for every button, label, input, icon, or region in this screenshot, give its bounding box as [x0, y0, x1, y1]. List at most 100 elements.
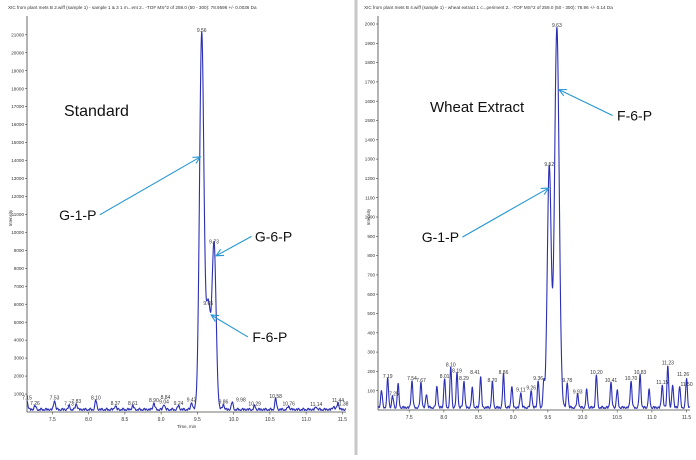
- x-tick-label: 11.5: [682, 415, 692, 421]
- peak-label: 9.42: [187, 397, 197, 403]
- y-axis-label: Intensity: [8, 209, 13, 226]
- peak-label: 9.86: [219, 400, 229, 406]
- peak-label: 7.83: [71, 399, 81, 405]
- peak-label: 10.20: [590, 370, 603, 376]
- peak-label: 7.67: [416, 378, 426, 384]
- peak-label: 8.10: [446, 362, 456, 368]
- y-tick-label: 200: [367, 369, 375, 374]
- peak-label: 10.29: [248, 401, 261, 407]
- annotation-arrow: [99, 156, 201, 216]
- y-tick-label: 900: [367, 234, 375, 239]
- y-tick-label: 600: [367, 292, 375, 297]
- peak-label: 7.53: [50, 396, 60, 402]
- peak-label: 9.56: [197, 28, 207, 34]
- y-tick-label: 1600: [365, 99, 376, 104]
- y-tick-label: 2000: [365, 22, 376, 27]
- peak-label: 8.41: [470, 370, 480, 376]
- compound-annotation: F-6-P: [617, 108, 652, 124]
- x-tick-label: 11.5: [338, 417, 348, 423]
- peak-label: 7.73: [64, 401, 74, 407]
- annotation-arrow: [210, 314, 249, 338]
- peak-label: 8.70: [488, 378, 498, 384]
- peak-label: 9.65: [203, 301, 213, 307]
- peak-label: 8.29: [459, 376, 469, 382]
- peak-label: 8.37: [111, 401, 121, 407]
- x-tick-label: 9.0: [158, 417, 165, 423]
- y-tick-label: 17000: [11, 104, 24, 109]
- y-tick-label: 400: [367, 330, 375, 335]
- annotation-arrow: [462, 187, 549, 238]
- y-tick-label: 100: [367, 388, 375, 393]
- x-tick-label: 11.0: [647, 415, 657, 421]
- x-tick-label: 10.0: [578, 415, 588, 421]
- y-tick-label: 3000: [14, 356, 25, 361]
- y-tick-label: 11000: [12, 212, 25, 217]
- compound-annotation: G-1-P: [59, 207, 96, 223]
- y-tick-label: 16000: [11, 122, 24, 127]
- x-tick-label: 8.5: [121, 417, 128, 423]
- peak-label: 11.15: [656, 380, 668, 386]
- y-tick-label: 6000: [14, 302, 25, 307]
- peak-label: 9.24: [174, 401, 184, 407]
- peak-label: 7.54: [407, 376, 417, 382]
- chart-title: XIC from plant mets B 2.wiff (sample 1) …: [8, 5, 257, 10]
- x-tick-label: 10.0: [229, 417, 239, 423]
- peak-label: 9.98: [236, 397, 246, 403]
- annotation-arrow: [215, 235, 252, 257]
- y-tick-label: 300: [367, 350, 375, 355]
- peak-label: 8.01: [440, 374, 450, 380]
- y-tick-label: 5000: [14, 320, 25, 325]
- y-tick-label: 1800: [365, 60, 376, 65]
- annotation-arrowhead: [210, 314, 219, 322]
- x-tick-label: 8.5: [475, 415, 482, 421]
- peak-label: 11.44: [332, 398, 344, 404]
- peak-label: 10.58: [269, 394, 282, 400]
- peak-label: 8.90: [149, 398, 159, 404]
- y-tick-label: 1400: [365, 137, 376, 142]
- peak-label: 8.61: [128, 401, 138, 407]
- peak-label: 9.52: [544, 162, 554, 168]
- peak-label: 7.25: [389, 391, 399, 397]
- y-tick-label: 1700: [365, 80, 376, 85]
- annotation-arrowhead: [215, 248, 225, 257]
- peak-label: 8.86: [499, 370, 509, 376]
- peak-label: 8.84: [161, 395, 171, 401]
- y-axis-label: Intensity: [366, 208, 371, 225]
- peak-label: 11.50: [680, 382, 692, 388]
- x-axis-label: Time, min: [177, 424, 197, 429]
- y-tick-label: 1900: [365, 41, 376, 46]
- peak-label: 11.26: [677, 372, 689, 378]
- peak-label: 9.63: [552, 23, 562, 29]
- peak-label: 10.41: [605, 378, 618, 384]
- wheat-extract-panel: XIC from plant mets B 4.wiff (sample 1) …: [364, 5, 693, 421]
- standard-panel: XIC from plant mets B 2.wiff (sample 1) …: [8, 5, 349, 429]
- peak-label: 9.73: [209, 240, 219, 246]
- x-tick-label: 7.5: [406, 415, 413, 421]
- peak-label: 9.26: [526, 386, 536, 392]
- peak-label: 8.19: [452, 368, 462, 374]
- peak-label: 9.78: [562, 378, 572, 384]
- annotation-arrowhead: [557, 88, 567, 97]
- y-tick-label: 14000: [11, 158, 24, 163]
- chromatogram-trace: [26, 31, 347, 412]
- peak-label: 11.23: [662, 361, 674, 367]
- peak-label: 7.19: [383, 374, 393, 380]
- y-tick-label: 1300: [365, 157, 376, 162]
- x-tick-label: 9.5: [194, 417, 201, 423]
- chart-title: XIC from plant mets B 4.wiff (sample 1) …: [364, 5, 613, 10]
- annotation-arrow: [558, 89, 613, 116]
- x-tick-label: 11.0: [301, 417, 311, 423]
- peak-label: 8.10: [91, 396, 101, 402]
- y-tick-label: 1200: [365, 176, 376, 181]
- x-tick-label: 7.5: [49, 417, 56, 423]
- peak-label: 7.26: [30, 401, 40, 407]
- chromatogram-trace: [377, 26, 691, 410]
- y-tick-label: 1000: [14, 392, 25, 397]
- x-tick-label: 10.5: [265, 417, 275, 423]
- x-tick-label: 8.0: [85, 417, 92, 423]
- sample-label: Standard: [64, 103, 129, 120]
- x-tick-label: 9.0: [510, 415, 517, 421]
- peak-label: 10.83: [634, 370, 647, 376]
